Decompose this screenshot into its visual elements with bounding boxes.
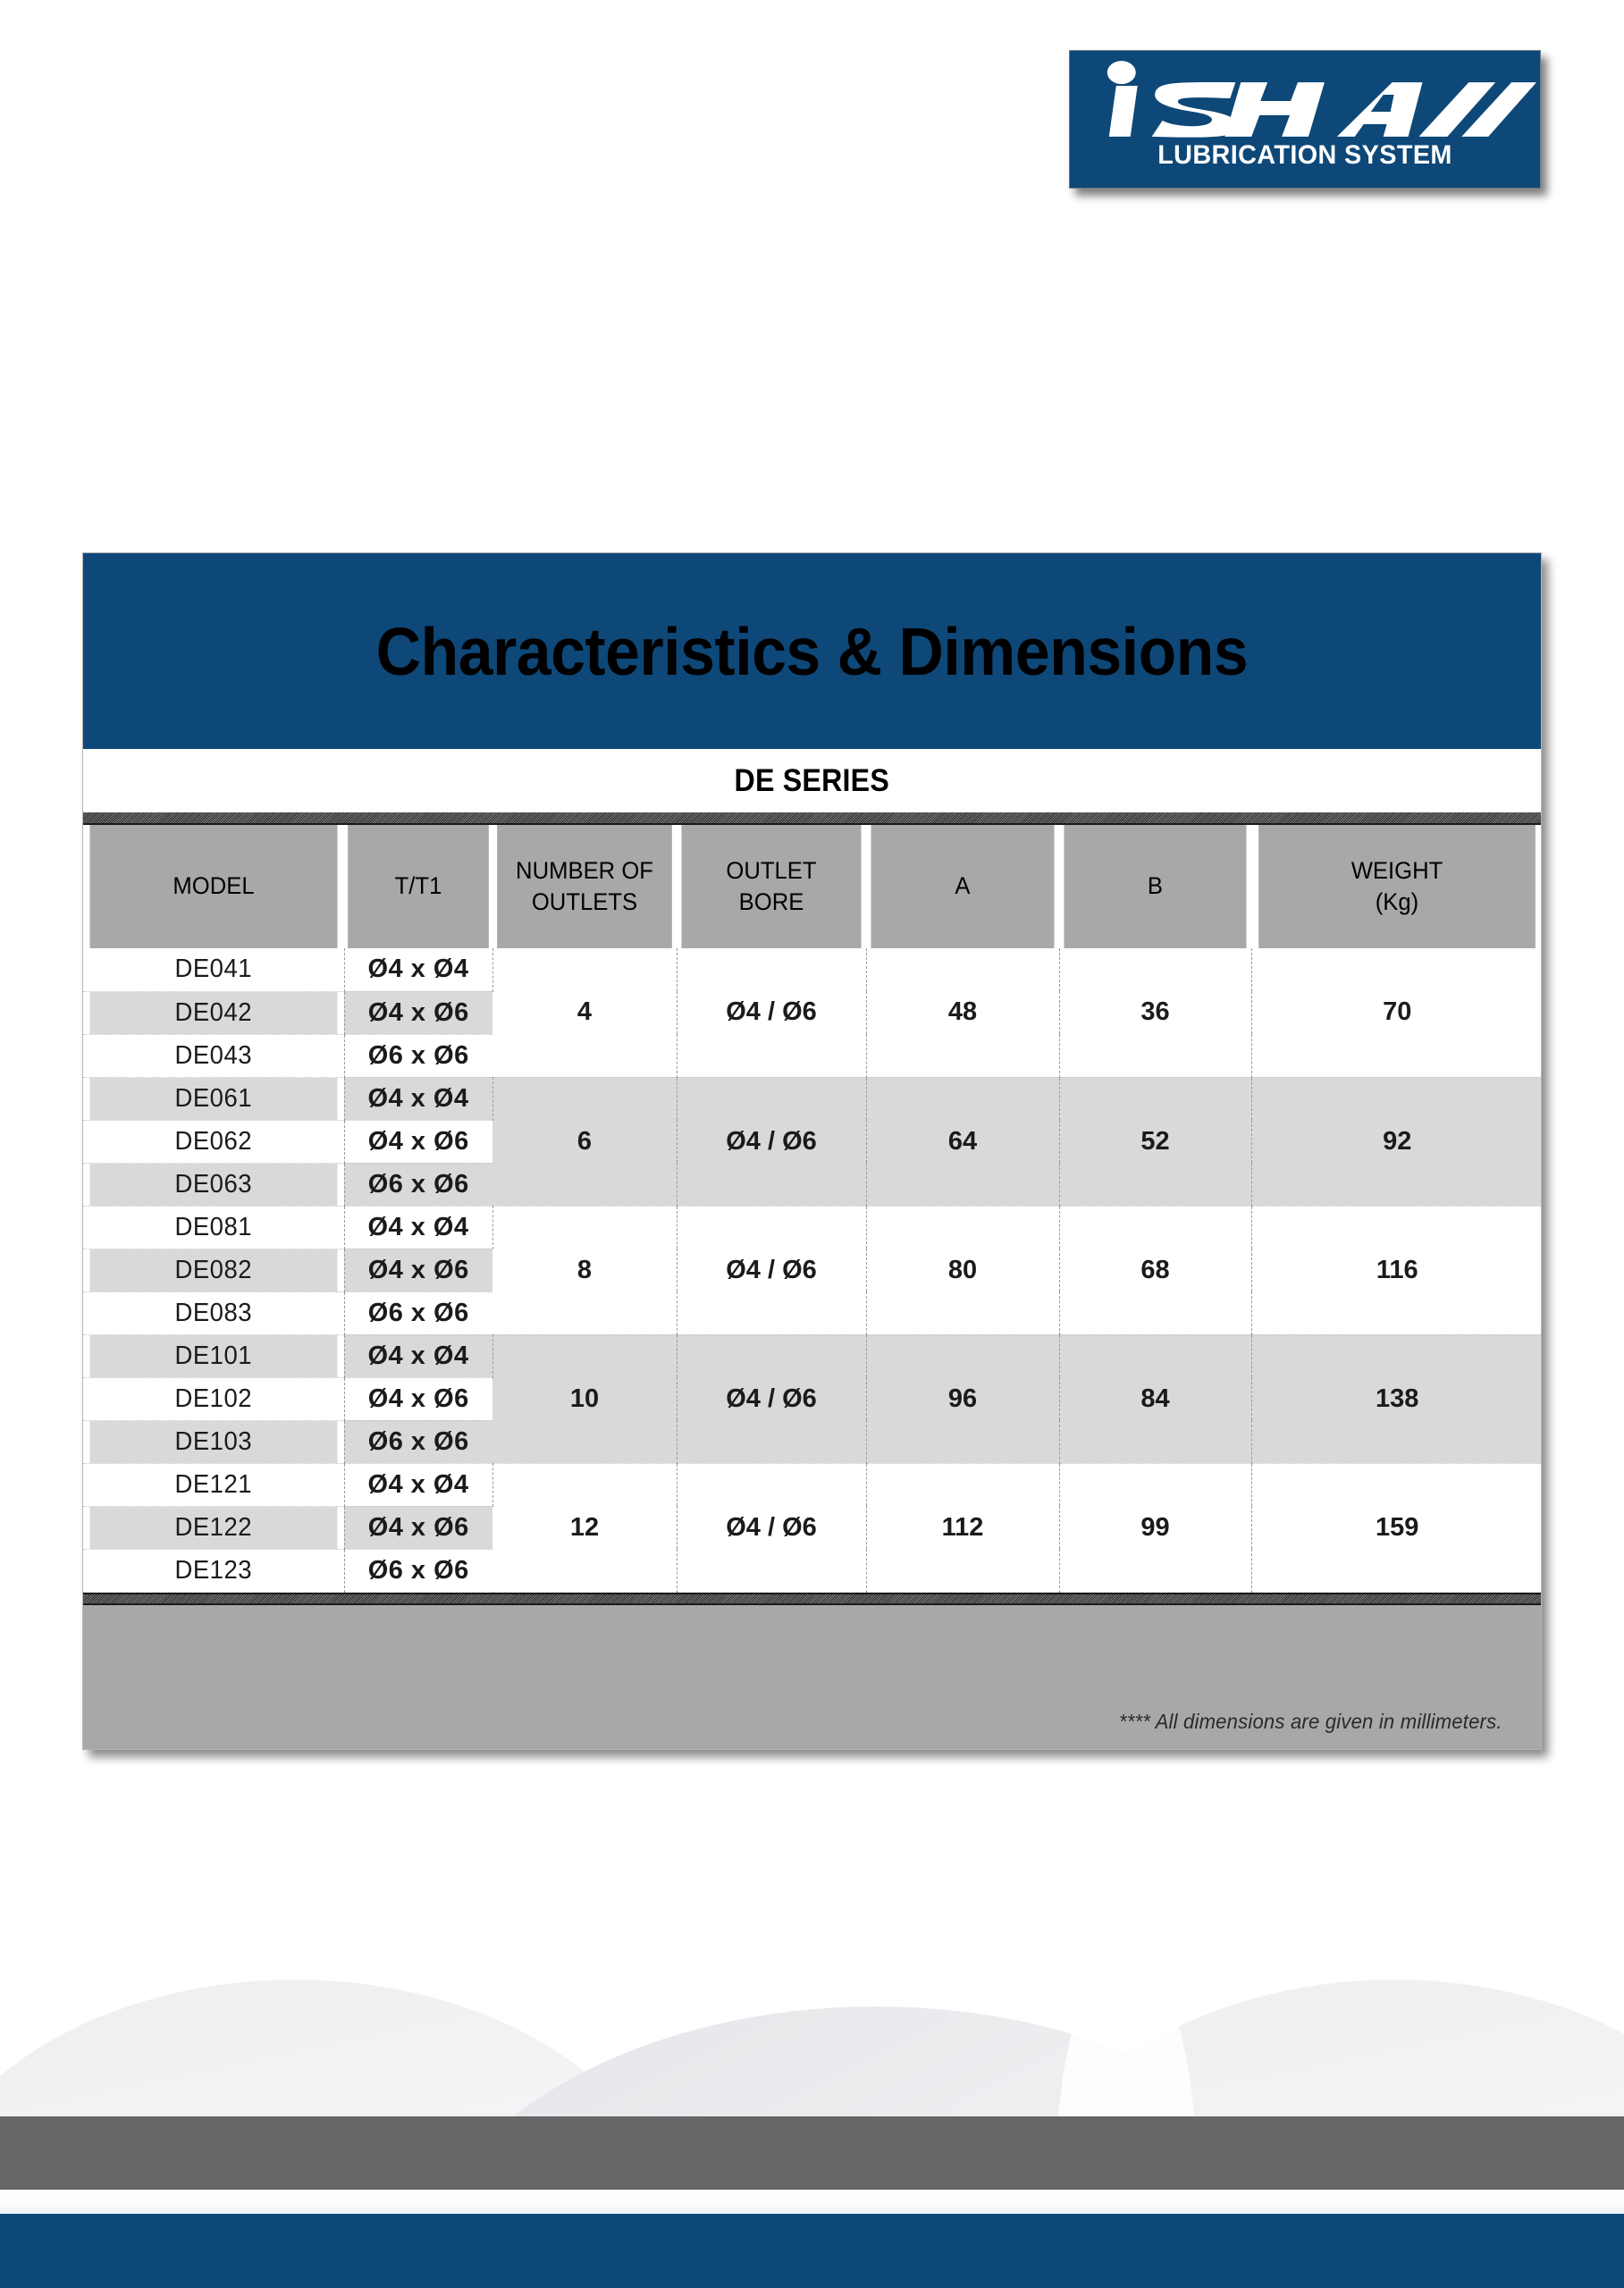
series-label: DE SERIES: [734, 762, 890, 798]
page-title: Characteristics & Dimensions: [375, 613, 1249, 689]
cell-weight: 92: [1251, 1077, 1541, 1207]
cell-tt1: Ø6 x Ø6: [344, 1163, 492, 1207]
cell-model: DE101: [89, 1334, 339, 1378]
cell-model: DE102: [89, 1377, 339, 1421]
table-row: DE082 Ø4 x Ø6: [83, 1249, 1541, 1292]
cell-model: DE122: [89, 1506, 339, 1550]
card-title-bar: Characteristics & Dimensions: [83, 553, 1541, 749]
footer-grey-band: [0, 2116, 1624, 2190]
table-row: DE103 Ø6 x Ø6: [83, 1420, 1541, 1464]
cell-b: 36: [1059, 948, 1252, 1078]
cell-b: 84: [1059, 1334, 1252, 1464]
cell-tt1: Ø6 x Ø6: [344, 1291, 492, 1335]
table-row: DE122 Ø4 x Ø6: [83, 1506, 1541, 1550]
cell-model: DE063: [89, 1163, 339, 1207]
column-header-b: B: [1064, 825, 1247, 948]
cell-number-of-outlets: 10: [492, 1334, 677, 1464]
cell-a: 80: [866, 1206, 1060, 1335]
cell-weight: 138: [1251, 1334, 1541, 1464]
table-row: DE102 Ø4 x Ø6: [83, 1377, 1541, 1421]
cell-model: DE121: [89, 1463, 339, 1507]
header-divider: [83, 812, 1541, 825]
table-row: DE083 Ø6 x Ø6: [83, 1291, 1541, 1335]
cell-model: DE083: [89, 1291, 339, 1335]
cell-tt1: Ø4 x Ø4: [344, 1206, 493, 1249]
logo-tagline: LUBRICATION SYSTEM: [1157, 140, 1452, 170]
company-logo: LUBRICATION SYSTEM: [1069, 50, 1541, 189]
cell-weight: 159: [1251, 1463, 1541, 1593]
cell-a: 64: [866, 1077, 1060, 1207]
cell-a: 112: [866, 1463, 1060, 1593]
cell-tt1: Ø4 x Ø6: [344, 991, 492, 1035]
cell-model: DE081: [89, 1206, 339, 1249]
cell-number-of-outlets: 8: [492, 1206, 677, 1335]
cell-model: DE103: [89, 1420, 339, 1464]
cell-tt1: Ø4 x Ø6: [344, 1506, 492, 1550]
cell-tt1: Ø4 x Ø6: [344, 1120, 492, 1164]
cell-tt1: Ø4 x Ø6: [344, 1249, 492, 1292]
card-footer: **** All dimensions are given in millime…: [83, 1604, 1541, 1749]
cell-tt1: Ø4 x Ø4: [344, 948, 493, 992]
dimensions-table: MODEL T/T1 NUMBER OF OUTLETS OUTLET BORE…: [83, 825, 1541, 1593]
table-row: DE123 Ø6 x Ø6: [83, 1549, 1541, 1593]
table-row: DE061 Ø4 x Ø4 6 Ø4 / Ø6 64 52 92: [83, 1077, 1541, 1207]
column-header-outlet-bore: OUTLET BORE: [681, 825, 862, 948]
footnote: **** All dimensions are given in millime…: [1119, 1709, 1503, 1733]
table-row: DE042 Ø4 x Ø6: [83, 991, 1541, 1035]
cell-outlet-bore: Ø4 / Ø6: [677, 1463, 867, 1593]
cell-number-of-outlets: 6: [492, 1077, 677, 1207]
cell-number-of-outlets: 4: [492, 948, 677, 1078]
cell-model: DE041: [89, 948, 339, 992]
cell-tt1: Ø4 x Ø4: [344, 1077, 493, 1121]
cell-b: 68: [1059, 1206, 1252, 1335]
footer-sheen: [0, 2190, 1624, 2214]
cell-weight: 70: [1251, 948, 1541, 1078]
column-header-model: MODEL: [89, 825, 338, 948]
cell-tt1: Ø4 x Ø4: [344, 1334, 493, 1378]
table-row: DE043 Ø6 x Ø6: [83, 1034, 1541, 1078]
column-header-number-of-outlets: NUMBER OF OUTLETS: [497, 825, 672, 948]
table-body: DE041 Ø4 x Ø4 4 Ø4 / Ø6 48 36 70 DE042 Ø4 x Ø6 DE…: [83, 948, 1541, 1593]
table-row: DE081 Ø4 x Ø4 8 Ø4 / Ø6 80 68 116: [83, 1206, 1541, 1335]
cell-a: 48: [866, 948, 1060, 1078]
column-header-a: A: [871, 825, 1055, 948]
column-header-tt1: T/T1: [348, 825, 489, 948]
cell-outlet-bore: Ø4 / Ø6: [677, 1334, 867, 1464]
cell-outlet-bore: Ø4 / Ø6: [677, 1077, 867, 1207]
cell-tt1: Ø6 x Ø6: [344, 1034, 492, 1078]
cell-tt1: Ø4 x Ø6: [344, 1377, 492, 1421]
table-row: DE041 Ø4 x Ø4 4 Ø4 / Ø6 48 36 70: [83, 948, 1541, 1078]
cell-outlet-bore: Ø4 / Ø6: [677, 1206, 867, 1335]
footer-divider: [83, 1592, 1541, 1605]
cell-model: DE123: [89, 1549, 339, 1593]
cell-weight: 116: [1251, 1206, 1541, 1335]
cell-tt1: Ø6 x Ø6: [344, 1420, 492, 1464]
cell-number-of-outlets: 12: [492, 1463, 677, 1593]
cell-tt1: Ø6 x Ø6: [344, 1549, 492, 1593]
footer-blue-band: [0, 2214, 1624, 2288]
cell-model: DE061: [89, 1077, 339, 1121]
cell-model: DE042: [89, 991, 339, 1035]
table-row: DE121 Ø4 x Ø4 12 Ø4 / Ø6 112 99 159: [83, 1463, 1541, 1593]
dimensions-card: Characteristics & Dimensions DE SERIES M…: [82, 552, 1542, 1750]
table-row: DE063 Ø6 x Ø6: [83, 1163, 1541, 1207]
cell-model: DE043: [89, 1034, 339, 1078]
table-header-row: MODEL T/T1 NUMBER OF OUTLETS OUTLET BORE…: [83, 825, 1541, 948]
table-row: DE101 Ø4 x Ø4 10 Ø4 / Ø6 96 84 138: [83, 1334, 1541, 1464]
column-header-weight: WEIGHT (Kg): [1258, 825, 1536, 948]
cell-model: DE062: [89, 1120, 339, 1164]
cell-tt1: Ø4 x Ø4: [344, 1463, 493, 1507]
table-row: DE062 Ø4 x Ø6: [83, 1120, 1541, 1164]
cell-outlet-bore: Ø4 / Ø6: [677, 948, 867, 1078]
series-bar: DE SERIES: [83, 749, 1541, 812]
cell-b: 52: [1059, 1077, 1252, 1207]
logo-wordmark-icon: [1070, 58, 1540, 140]
cell-a: 96: [866, 1334, 1060, 1464]
cell-b: 99: [1059, 1463, 1252, 1593]
cell-model: DE082: [89, 1249, 339, 1292]
